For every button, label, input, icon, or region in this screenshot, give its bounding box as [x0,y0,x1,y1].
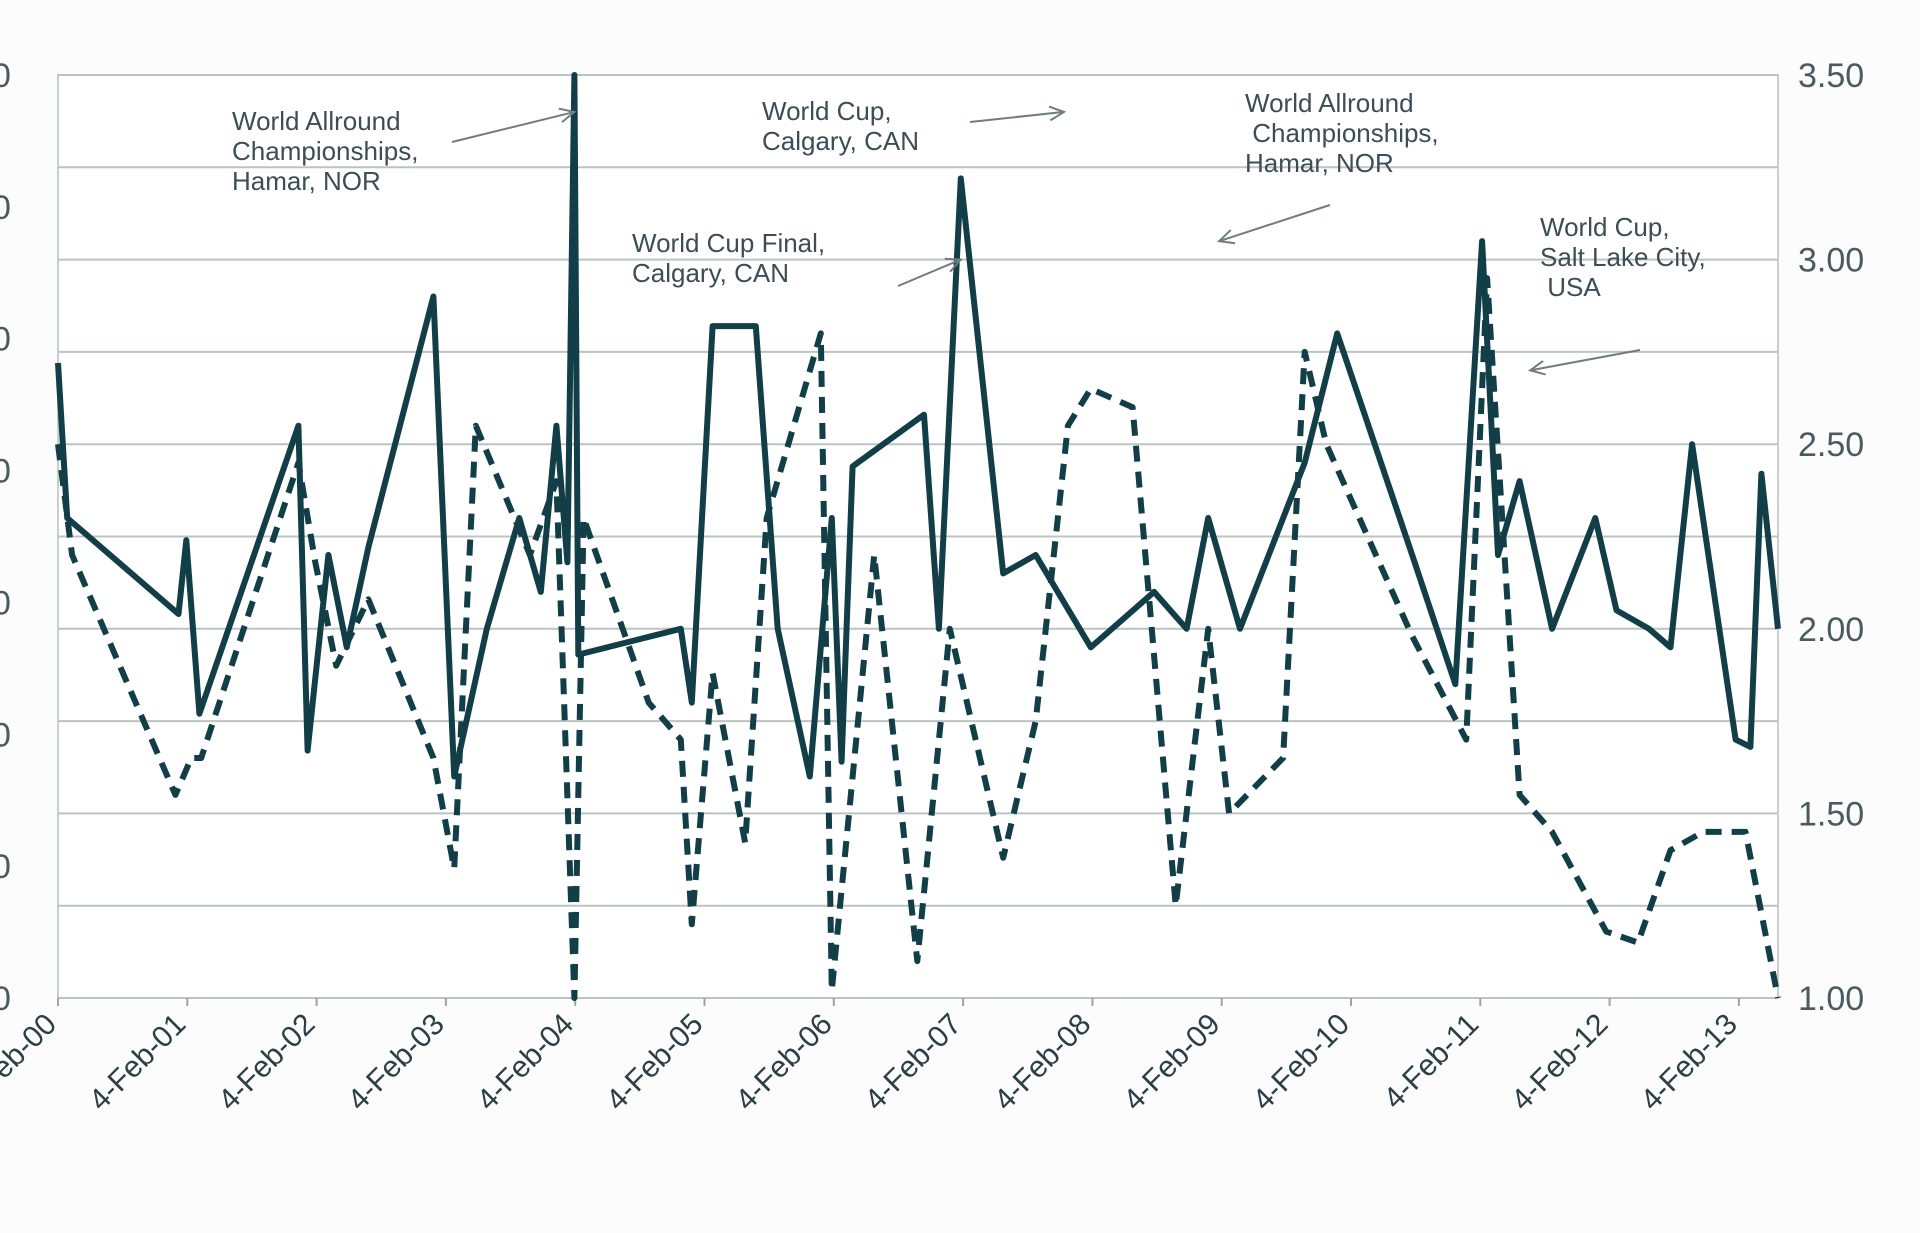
annotation-arrow [969,110,1065,123]
x-tick-label: 4-Feb-13 [1634,1008,1743,1117]
annotation-line: Salt Lake City, [1540,242,1706,272]
x-tick-label: 4-Feb-02 [212,1008,321,1117]
annotation-label: World Cup Final, Calgary, CAN [632,228,825,288]
right-y-tick-label: 1.00 [1798,980,1864,1018]
annotation-label: World Cup, Salt Lake City, USA [1540,212,1706,302]
left-y-tick-label: 0 [0,584,11,622]
annotation-arrow [897,258,962,287]
annotations-layer: World Allround Championships, Hamar, NORWo… [232,88,1706,376]
x-tick-label: 4-Feb-04 [471,1008,580,1117]
left-y-tick-label: 0 [0,189,11,227]
dashed-series-line [55,275,1781,1001]
annotation-line: Championships, [1245,118,1439,148]
left-y-tick-label: 0 [0,453,11,491]
left-y-tick-label: 0 [0,716,11,754]
annotation-arrowhead [1527,360,1546,376]
annotation-arrowhead [558,107,577,123]
right-y-tick-label: 3.50 [1798,57,1864,95]
annotation-line: Hamar, NOR [1245,148,1394,178]
annotation-label: World Allround Championships, Hamar, NOR [232,106,418,196]
annotation-label: World Cup, Calgary, CAN [762,96,919,156]
x-tick-label: 4-Feb-06 [729,1008,838,1117]
left-y-tick-label: 0 [0,321,11,359]
annotation-line: USA [1540,272,1601,302]
annotation-line: World Cup, [762,96,892,126]
annotation-line: World Allround [1245,88,1414,118]
x-tick-label: 4-Feb-12 [1505,1008,1614,1117]
annotation-line: World Allround [232,106,401,136]
x-tick-label: 4-Feb-10 [1247,1008,1356,1117]
annotation-line: World Cup, [1540,212,1670,242]
x-tick-label: 4-Feb-09 [1117,1008,1226,1117]
right-y-tick-label: 2.50 [1798,426,1864,464]
annotation-arrow [451,110,575,143]
x-tick-label: 4-Feb-07 [859,1008,968,1117]
annotation-line: Calgary, CAN [632,258,789,288]
x-tick-label: 4-Feb-08 [988,1008,1097,1117]
annotation-line: Championships, [232,136,418,166]
left-y-tick-label: 0 [0,980,11,1018]
annotation-arrowhead [1216,229,1236,245]
annotation-arrow [1218,204,1331,243]
left-y-axis: 0 0 0 0 0 0 0 0 [0,57,11,1018]
solid-series-line [55,72,1781,780]
x-axis: 4-Feb-00 4-Feb-01 4-Feb-02 4-Feb-03 4-Feb-04… [0,998,1744,1117]
annotation-line: Hamar, NOR [232,166,381,196]
annotation-line: World Cup Final, [632,228,825,258]
x-tick-label: 4-Feb-03 [341,1008,450,1117]
right-y-tick-label: 2.00 [1798,611,1864,649]
x-tick-label: 4-Feb-11 [1377,1008,1485,1116]
x-tick-label: 4-Feb-00 [0,1008,63,1117]
right-y-tick-label: 1.50 [1798,795,1864,833]
left-y-tick-label: 0 [0,57,11,95]
left-y-tick-label: 0 [0,848,11,886]
series-layer [55,72,1781,1001]
annotation-arrowhead [1048,105,1067,122]
annotation-arrow [1530,349,1641,372]
right-y-axis: 1.00 1.50 2.00 2.50 3.00 3.50 [1798,57,1864,1018]
annotation-line: Calgary, CAN [762,126,919,156]
x-tick-label: 4-Feb-01 [83,1008,192,1117]
right-y-tick-label: 3.00 [1798,242,1864,280]
x-tick-label: 4-Feb-05 [600,1008,709,1117]
annotation-label: World Allround Championships, Hamar, NOR [1245,88,1439,178]
annotation-arrowhead [944,257,963,273]
